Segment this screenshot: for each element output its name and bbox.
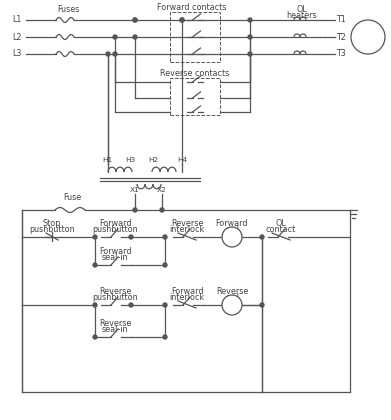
Text: heaters: heaters [287, 10, 317, 19]
Text: H2: H2 [148, 157, 158, 163]
Circle shape [180, 18, 184, 22]
Circle shape [163, 335, 167, 339]
Text: Reverse: Reverse [171, 218, 203, 228]
Circle shape [351, 20, 385, 54]
Circle shape [93, 235, 97, 239]
Circle shape [260, 303, 264, 307]
Text: Reverse: Reverse [99, 320, 131, 328]
Circle shape [113, 35, 117, 39]
Text: X2: X2 [157, 187, 167, 193]
Text: OL: OL [276, 220, 286, 228]
Circle shape [133, 35, 137, 39]
Text: X1: X1 [130, 187, 140, 193]
Circle shape [222, 295, 242, 315]
Circle shape [248, 52, 252, 56]
Text: pushbutton: pushbutton [29, 225, 75, 234]
Text: Reverse: Reverse [99, 286, 131, 296]
Text: Forward: Forward [171, 286, 203, 296]
Text: seal-in: seal-in [102, 254, 128, 262]
Text: H3: H3 [125, 157, 135, 163]
Circle shape [93, 263, 97, 267]
Circle shape [163, 303, 167, 307]
Text: interlock: interlock [169, 225, 204, 234]
Text: interlock: interlock [169, 292, 204, 302]
Text: L2: L2 [12, 32, 22, 42]
Circle shape [113, 52, 117, 56]
Text: Reverse contacts: Reverse contacts [160, 68, 230, 78]
Text: T1: T1 [336, 16, 346, 24]
Text: H4: H4 [177, 157, 187, 163]
Circle shape [133, 18, 137, 22]
Text: OL: OL [297, 5, 307, 13]
Circle shape [222, 227, 242, 247]
Circle shape [93, 303, 97, 307]
Circle shape [129, 303, 133, 307]
Circle shape [133, 208, 137, 212]
Text: Reverse: Reverse [216, 288, 248, 297]
Text: pushbutton: pushbutton [92, 292, 138, 302]
Text: Forward: Forward [99, 247, 131, 257]
Text: pushbutton: pushbutton [92, 225, 138, 234]
Text: seal-in: seal-in [102, 326, 128, 334]
Bar [170, 78, 220, 115]
Circle shape [180, 18, 184, 22]
Circle shape [260, 235, 264, 239]
Circle shape [163, 263, 167, 267]
Text: coil: coil [225, 294, 239, 302]
Text: motor: motor [357, 34, 379, 40]
Circle shape [248, 18, 252, 22]
Text: coil: coil [225, 226, 239, 234]
Circle shape [163, 235, 167, 239]
Text: Forward: Forward [99, 218, 131, 228]
Circle shape [93, 335, 97, 339]
Text: Stop: Stop [43, 218, 61, 228]
Circle shape [106, 52, 110, 56]
Text: T2: T2 [336, 32, 346, 42]
Text: Fuse: Fuse [63, 194, 81, 202]
Circle shape [248, 35, 252, 39]
Circle shape [129, 235, 133, 239]
Circle shape [133, 18, 137, 22]
Text: L3: L3 [12, 50, 22, 58]
Text: Forward: Forward [216, 220, 248, 228]
Text: L1: L1 [12, 16, 22, 24]
Circle shape [160, 208, 164, 212]
Text: Forward contacts: Forward contacts [157, 3, 227, 11]
Text: T3: T3 [336, 50, 346, 58]
Bar [170, 12, 220, 62]
Text: H1: H1 [102, 157, 112, 163]
Text: Fuses: Fuses [57, 5, 79, 13]
Text: contact: contact [266, 226, 296, 234]
